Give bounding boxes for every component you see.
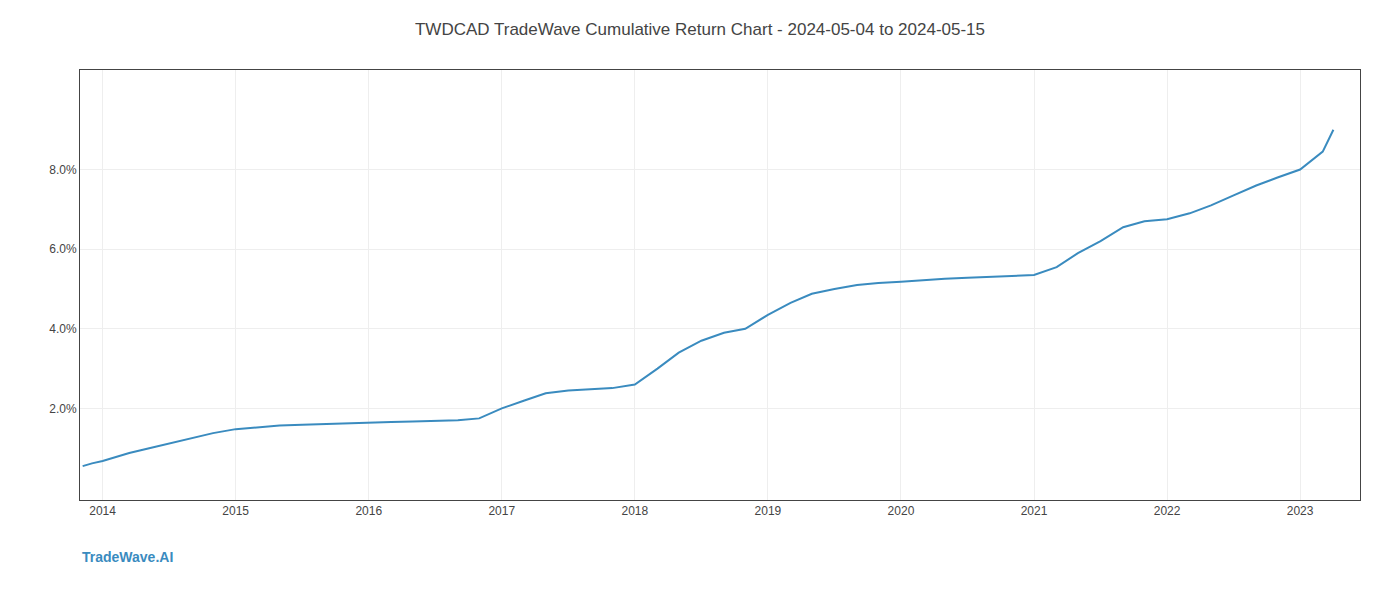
svg-text:2016: 2016: [355, 504, 382, 518]
svg-text:2022: 2022: [1154, 504, 1181, 518]
svg-text:2018: 2018: [621, 504, 648, 518]
svg-text:TradeWave.AI: TradeWave.AI: [82, 549, 173, 565]
svg-text:4.0%: 4.0%: [49, 322, 77, 336]
svg-text:2014: 2014: [89, 504, 116, 518]
svg-text:TWDCAD TradeWave Cumulative Re: TWDCAD TradeWave Cumulative Return Chart…: [415, 20, 985, 39]
svg-text:2019: 2019: [755, 504, 782, 518]
svg-text:2015: 2015: [222, 504, 249, 518]
svg-text:8.0%: 8.0%: [49, 163, 77, 177]
svg-text:2021: 2021: [1021, 504, 1048, 518]
svg-text:2.0%: 2.0%: [49, 402, 77, 416]
svg-text:2020: 2020: [888, 504, 915, 518]
svg-text:2017: 2017: [488, 504, 515, 518]
svg-text:6.0%: 6.0%: [49, 242, 77, 256]
svg-text:2023: 2023: [1287, 504, 1314, 518]
